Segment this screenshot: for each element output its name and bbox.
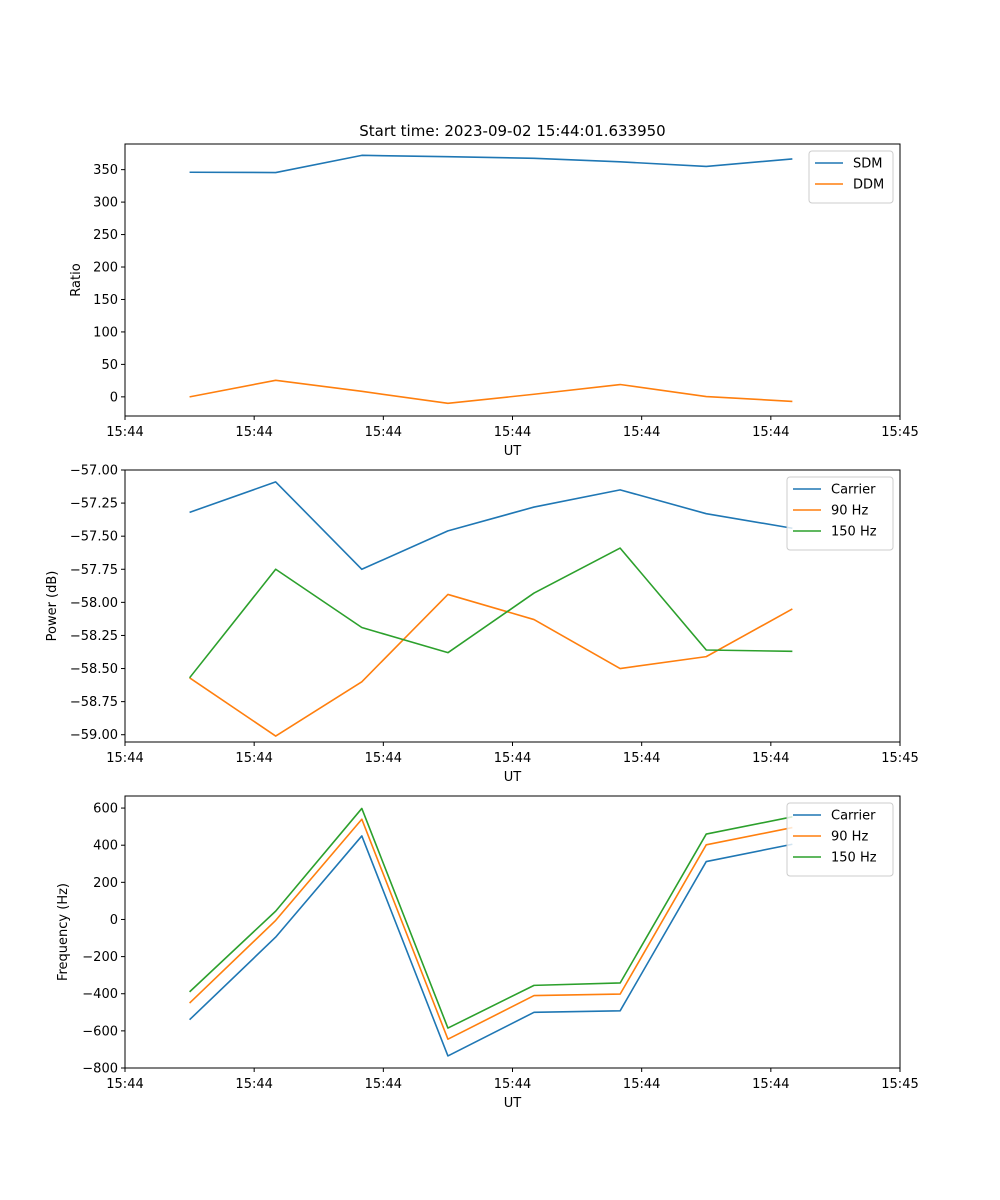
series-line-150-hz: [188, 547, 793, 679]
y-tick-label: −58.00: [70, 596, 118, 611]
axes-frame: [124, 795, 901, 1069]
x-tick-label: 15:44: [623, 425, 660, 440]
y-tick-label: 350: [93, 163, 118, 178]
y-tick-label: 200: [93, 876, 118, 891]
series-line-150-hz: [189, 807, 793, 1029]
x-tick-label: 15:44: [494, 1077, 531, 1092]
y-tick-label: 400: [93, 839, 118, 854]
x-tick-label: 15:45: [881, 425, 918, 440]
y-tick-label: 200: [93, 261, 118, 276]
series-line-carrier: [189, 835, 793, 1057]
y-tick-label: −58.50: [70, 662, 118, 677]
figure-title: Start time: 2023-09-02 15:44:01.633950: [359, 122, 665, 140]
y-tick-label: −57.75: [70, 563, 118, 578]
series-line-ddm: [189, 379, 793, 405]
legend-label: SDM: [853, 157, 882, 172]
x-tick-label: 15:44: [365, 751, 402, 766]
x-tick-label: 15:44: [752, 425, 789, 440]
legend: Carrier 90 Hz 150 Hz: [786, 802, 894, 877]
x-tick-label: 15:44: [494, 425, 531, 440]
y-tick-label: 0: [110, 390, 118, 405]
x-tick-label: 15:44: [752, 751, 789, 766]
legend-label: 90 Hz: [831, 504, 868, 519]
x-tick-label: 15:44: [235, 1077, 272, 1092]
legend-label: DDM: [853, 178, 884, 193]
series-line-90-hz: [189, 593, 793, 737]
legend-label: 150 Hz: [831, 851, 877, 866]
y-tick-label: −57.50: [70, 530, 118, 545]
y-tick-label: −58.75: [70, 695, 118, 710]
legend: SDM DDM: [808, 150, 894, 204]
x-axis-label: UT: [504, 444, 522, 459]
legend: Carrier 90 Hz 150 Hz: [786, 476, 894, 551]
legend-label: 90 Hz: [831, 830, 868, 845]
x-tick-label: 15:44: [235, 751, 272, 766]
legend-box: [808, 150, 894, 204]
x-tick-label: 15:44: [106, 751, 143, 766]
x-tick-label: 15:44: [494, 751, 531, 766]
y-tick-label: −400: [82, 987, 118, 1002]
x-tick-label: 15:44: [365, 425, 402, 440]
x-axis-label: UT: [504, 770, 522, 785]
series-line-carrier: [189, 481, 793, 571]
y-tick-label: −59.00: [70, 728, 118, 743]
x-tick-label: 15:44: [106, 425, 143, 440]
y-tick-label: 150: [93, 293, 118, 308]
x-tick-label: 15:44: [623, 1077, 660, 1092]
y-tick-label: −58.25: [70, 629, 118, 644]
x-tick-label: 15:44: [365, 1077, 402, 1092]
frequency-panel: 15:44 15:44 15:44 15:44 15:44 15:44 15:45 600 40…: [56, 795, 919, 1111]
x-axis-label: UT: [504, 1096, 522, 1111]
x-tick-label: 15:44: [106, 1077, 143, 1092]
x-tick-label: 15:44: [623, 751, 660, 766]
x-tick-label: 15:45: [881, 1077, 918, 1092]
y-tick-label: 0: [110, 913, 118, 928]
y-tick-label: −800: [82, 1062, 118, 1077]
legend-label: 150 Hz: [831, 525, 877, 540]
y-axis-label: Ratio: [69, 263, 84, 296]
axes-frame: [124, 143, 901, 417]
x-tick-label: 15:45: [881, 751, 918, 766]
x-tick-label: 15:44: [235, 425, 272, 440]
y-axis-label: Frequency (Hz): [56, 883, 71, 981]
ratio-panel: 15:44 15:44 15:44 15:44 15:44 15:44 15:45 0 50 10…: [69, 143, 919, 459]
y-tick-label: 250: [93, 228, 118, 243]
axes-frame: [124, 469, 901, 743]
y-tick-label: −57.25: [70, 497, 118, 512]
power-panel: 15:44 15:44 15:44 15:44 15:44 15:44 15:45 −57.0…: [45, 464, 919, 786]
y-tick-label: −57.00: [70, 464, 118, 479]
y-tick-label: 300: [93, 196, 118, 211]
legend-label: Carrier: [831, 483, 876, 498]
legend-label: Carrier: [831, 809, 876, 824]
y-tick-label: −600: [82, 1024, 118, 1039]
y-tick-label: 600: [93, 802, 118, 817]
series-line-90-hz: [189, 818, 793, 1041]
y-axis-label: Power (dB): [45, 571, 60, 642]
y-tick-label: 100: [93, 325, 118, 340]
y-tick-label: 50: [101, 358, 118, 373]
series-line-sdm: [189, 154, 793, 174]
x-tick-label: 15:44: [752, 1077, 789, 1092]
y-tick-label: −200: [82, 950, 118, 965]
